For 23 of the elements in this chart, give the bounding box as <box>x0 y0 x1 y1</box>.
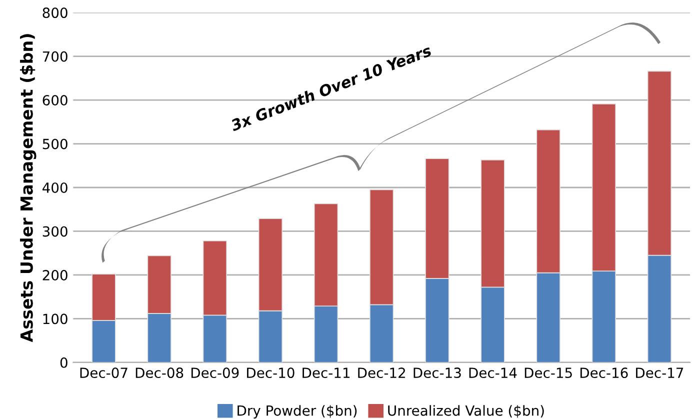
x-tick-label: Dec-14 <box>469 368 517 378</box>
x-tick-label: Dec-12 <box>358 368 405 378</box>
y-tick-label: 800 <box>42 8 68 18</box>
legend-label: Dry Powder ($bn) <box>238 405 357 419</box>
x-tick-label: Dec-08 <box>136 368 184 378</box>
y-tick-label: 200 <box>42 270 68 280</box>
x-tick-label: Dec-17 <box>636 368 684 378</box>
y-tick-label: 500 <box>42 138 68 150</box>
y-tick-label: 400 <box>42 182 68 193</box>
x-tick-label: Dec-11 <box>302 368 350 378</box>
x-tick-label: Dec-13 <box>414 368 461 378</box>
legend-label: Unrealized Value ($bn) <box>388 405 544 418</box>
x-tick-label: Dec-16 <box>580 368 628 378</box>
y-axis-title: Assets Under Management ($bn) <box>20 34 36 342</box>
x-tick-label: Dec-07 <box>80 368 128 378</box>
x-tick-label: Dec-15 <box>524 368 572 378</box>
x-tick-label: Dec-10 <box>247 368 294 378</box>
x-tick-label: Dec-09 <box>191 368 239 378</box>
y-tick-label: 100 <box>43 314 68 324</box>
y-tick-label: 0 <box>60 357 68 368</box>
y-tick-label: 600 <box>42 95 68 106</box>
y-tick-label: 700 <box>42 51 68 62</box>
y-tick-label: 300 <box>42 226 68 237</box>
